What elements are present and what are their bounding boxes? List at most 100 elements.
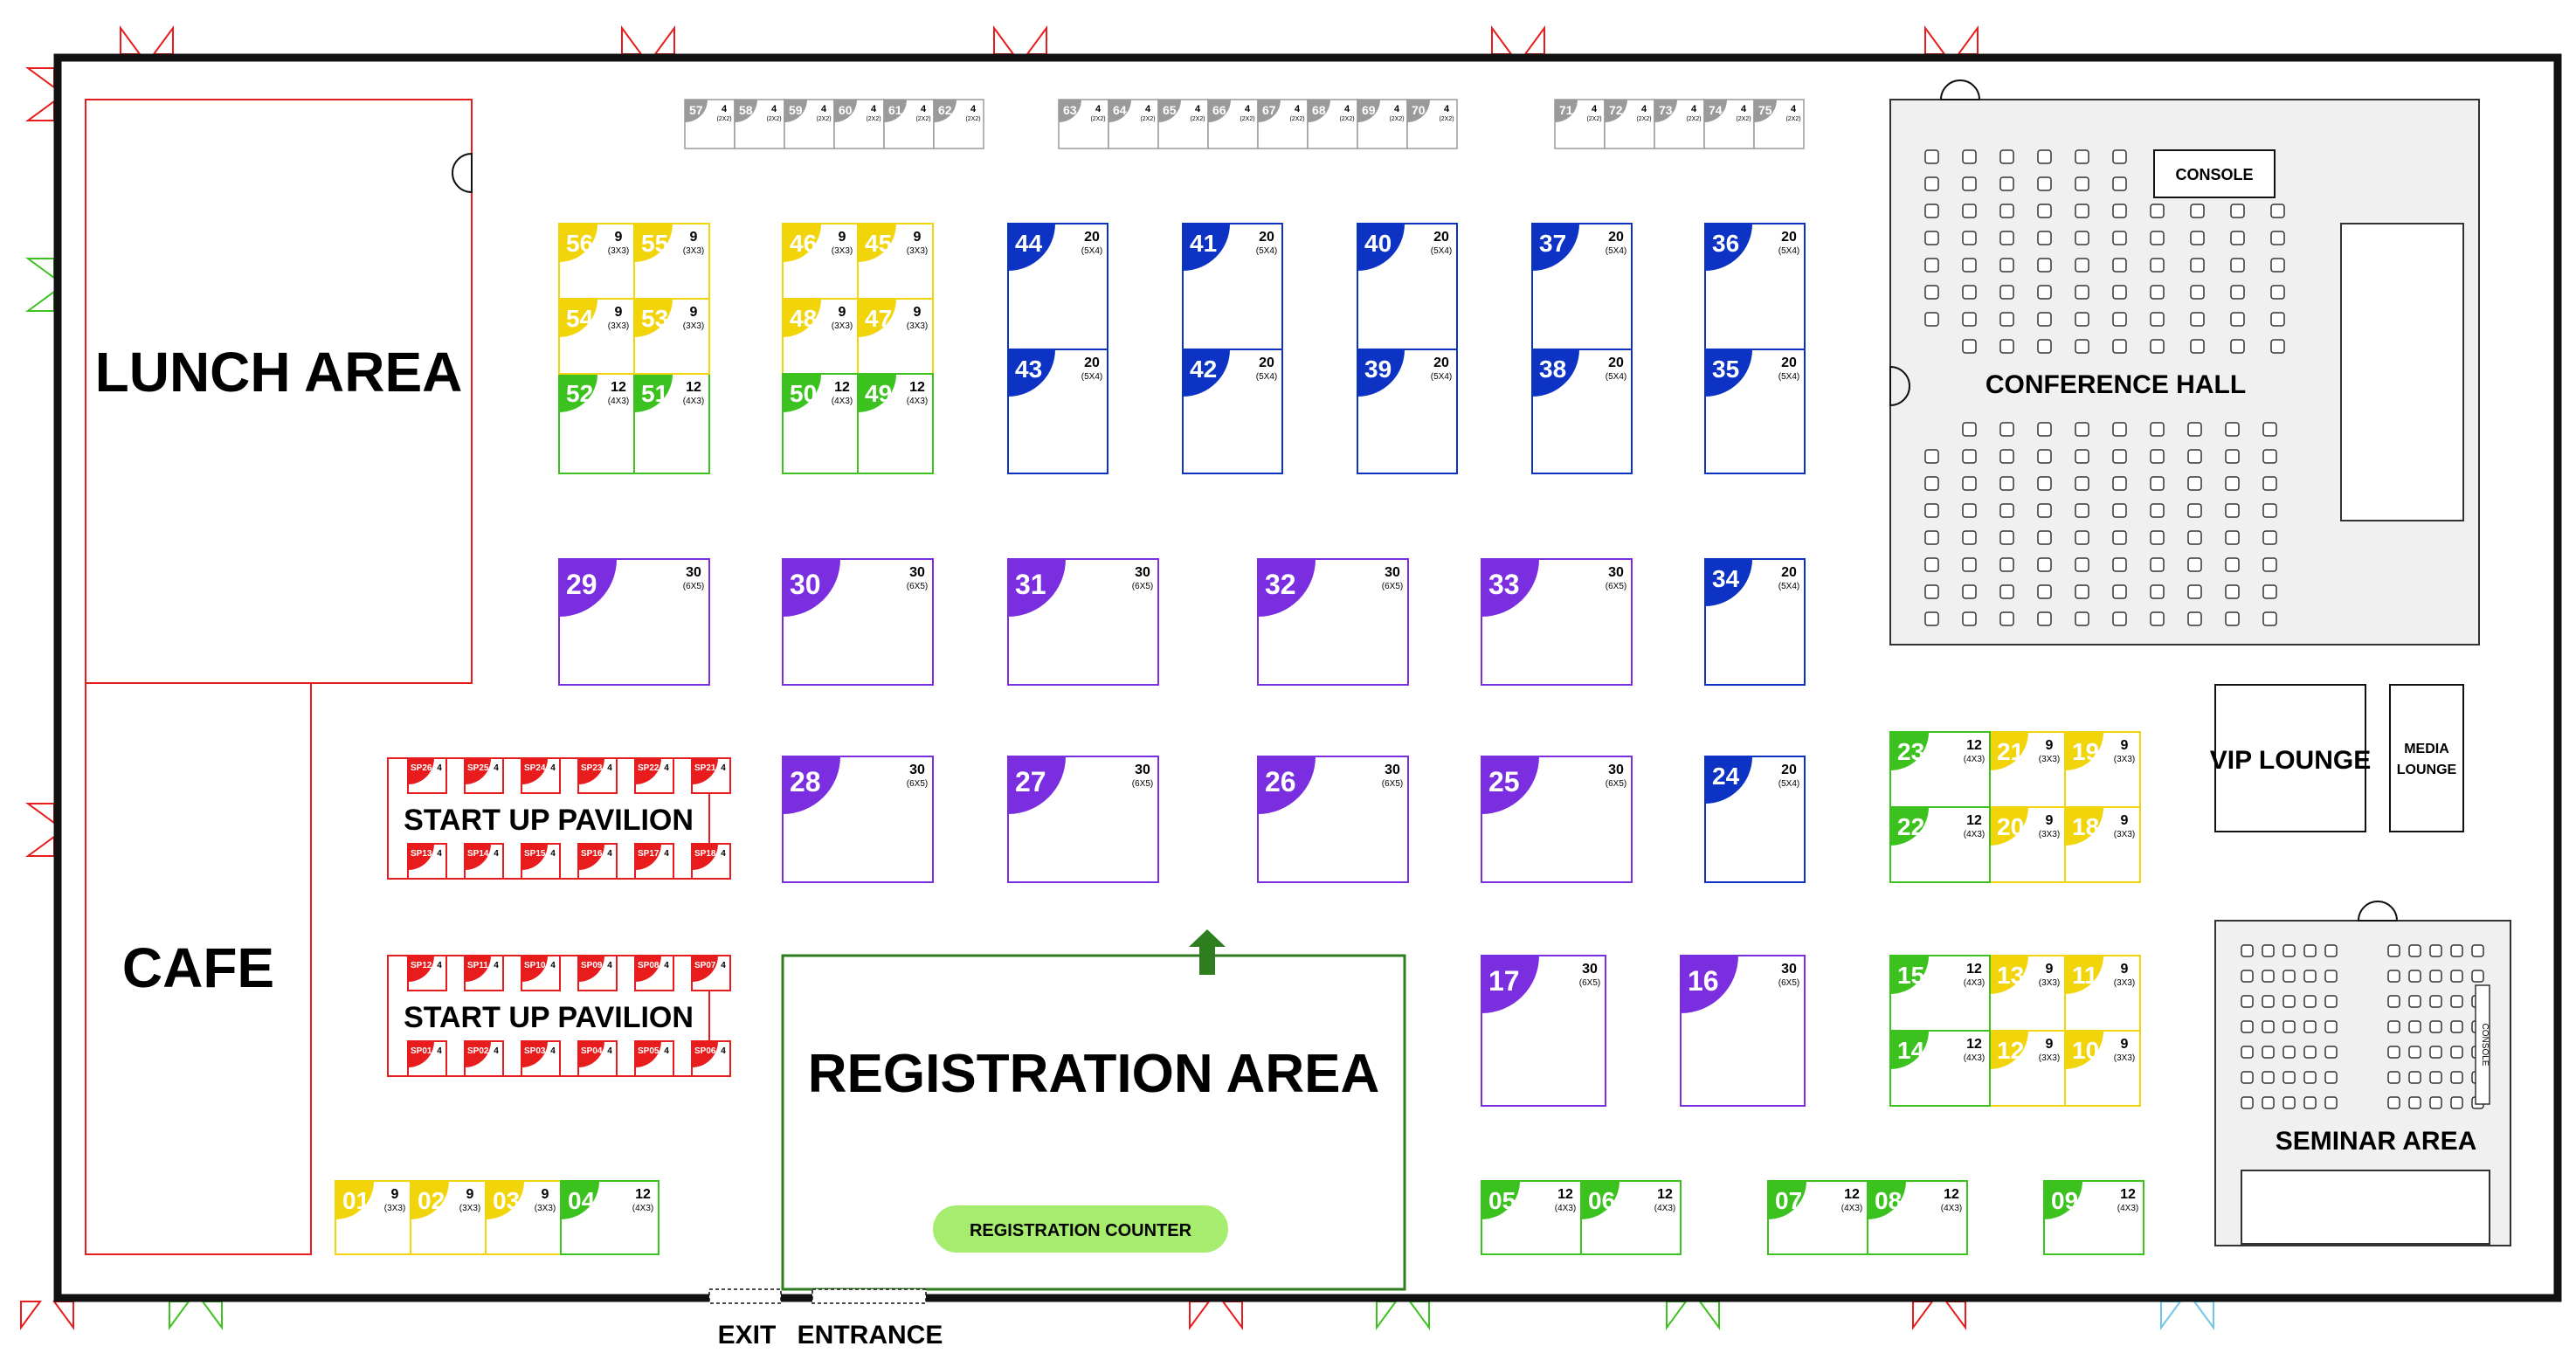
- booth-23[interactable]: 23 12 (4X3): [1889, 731, 1991, 808]
- registration-counter[interactable]: [933, 1205, 1228, 1253]
- booth-53[interactable]: 53 9(3X3): [633, 298, 710, 375]
- startup-booth-sp15[interactable]: SP15 4: [521, 843, 561, 880]
- booth-43[interactable]: 43 20 (5X4): [1007, 349, 1108, 474]
- booth-08[interactable]: 08 12 (4X3): [1867, 1180, 1968, 1255]
- booth-06[interactable]: 06 12 (4X3): [1580, 1180, 1682, 1255]
- booth-01[interactable]: 01 9 (3X3): [335, 1180, 411, 1255]
- booth-33[interactable]: 33 30 (6X5): [1481, 558, 1633, 686]
- startup-booth-sp11[interactable]: SP11 4: [464, 955, 504, 991]
- booth-52[interactable]: 52 12 (4X3): [558, 373, 635, 474]
- booth-49[interactable]: 49 12 (4X3): [857, 373, 934, 474]
- startup-booth-sp06[interactable]: SP06 4: [691, 1040, 731, 1077]
- booth-70[interactable]: 70 4 (2X2): [1406, 99, 1458, 149]
- booth-45[interactable]: 45 9(3X3): [857, 223, 934, 300]
- booth-07[interactable]: 07 12 (4X3): [1767, 1180, 1868, 1255]
- booth-55[interactable]: 55 9(3X3): [633, 223, 710, 300]
- exit-gate[interactable]: EXIT: [708, 1288, 782, 1350]
- booth-14[interactable]: 14 12(4X3): [1889, 1030, 1991, 1107]
- booth-22[interactable]: 22 12 (4X3): [1889, 806, 1991, 883]
- booth-57[interactable]: 57 4 (2X2): [684, 99, 736, 149]
- booth-12[interactable]: 12 9(3X3): [1989, 1030, 2066, 1107]
- startup-booth-sp25[interactable]: SP25 4: [464, 757, 504, 794]
- startup-booth-sp10[interactable]: SP10 4: [521, 955, 561, 991]
- booth-62[interactable]: 62 4 (2X2): [933, 99, 984, 149]
- startup-booth-sp24[interactable]: SP24 4: [521, 757, 561, 794]
- startup-booth-sp09[interactable]: SP09 4: [577, 955, 618, 991]
- startup-booth-sp17[interactable]: SP17 4: [634, 843, 674, 880]
- booth-60[interactable]: 60 4 (2X2): [833, 99, 885, 149]
- booth-74[interactable]: 74 4 (2X2): [1703, 99, 1755, 149]
- startup-booth-sp08[interactable]: SP08 4: [634, 955, 674, 991]
- booth-26[interactable]: 26 30 (6X5): [1257, 756, 1409, 883]
- booth-31[interactable]: 31 30 (6X5): [1007, 558, 1159, 686]
- booth-50[interactable]: 50 12 (4X3): [782, 373, 859, 474]
- booth-21[interactable]: 21 9 (3X3): [1989, 731, 2066, 808]
- booth-36[interactable]: 36 20(5X4): [1704, 223, 1806, 350]
- booth-61[interactable]: 61 4 (2X2): [883, 99, 935, 149]
- booth-47[interactable]: 47 9(3X3): [857, 298, 934, 375]
- booth-54[interactable]: 54 9(3X3): [558, 298, 635, 375]
- booth-72[interactable]: 72 4 (2X2): [1604, 99, 1655, 149]
- booth-66[interactable]: 66 4 (2X2): [1207, 99, 1259, 149]
- booth-24[interactable]: 24 20 (5X4): [1704, 756, 1806, 883]
- booth-15[interactable]: 15 12(4X3): [1889, 955, 1991, 1032]
- booth-17[interactable]: 17 30(6X5): [1481, 955, 1606, 1107]
- booth-16[interactable]: 16 30(6X5): [1680, 955, 1806, 1107]
- startup-booth-sp01[interactable]: SP01 4: [407, 1040, 447, 1077]
- booth-48[interactable]: 48 9(3X3): [782, 298, 859, 375]
- booth-51[interactable]: 51 12 (4X3): [633, 373, 710, 474]
- booth-29[interactable]: 29 30 (6X5): [558, 558, 710, 686]
- entrance-gate[interactable]: ENTRANCE: [798, 1288, 943, 1350]
- booth-05[interactable]: 05 12 (4X3): [1481, 1180, 1582, 1255]
- startup-booth-sp23[interactable]: SP23 4: [577, 757, 618, 794]
- booth-10[interactable]: 10 9(3X3): [2064, 1030, 2141, 1107]
- startup-booth-sp26[interactable]: SP26 4: [407, 757, 447, 794]
- booth-35[interactable]: 35 20 (5X4): [1704, 349, 1806, 474]
- booth-44[interactable]: 44 20(5X4): [1007, 223, 1108, 350]
- booth-34[interactable]: 34 20 (5X4): [1704, 558, 1806, 686]
- booth-32[interactable]: 32 30 (6X5): [1257, 558, 1409, 686]
- booth-18[interactable]: 18 9 (3X3): [2064, 806, 2141, 883]
- booth-37[interactable]: 37 20(5X4): [1531, 223, 1633, 350]
- startup-booth-sp22[interactable]: SP22 4: [634, 757, 674, 794]
- booth-09[interactable]: 09 12 (4X3): [2043, 1180, 2144, 1255]
- booth-41[interactable]: 41 20(5X4): [1182, 223, 1283, 350]
- startup-booth-sp16[interactable]: SP16 4: [577, 843, 618, 880]
- booth-71[interactable]: 71 4 (2X2): [1554, 99, 1606, 149]
- booth-40[interactable]: 40 20(5X4): [1357, 223, 1458, 350]
- booth-64[interactable]: 64 4 (2X2): [1108, 99, 1159, 149]
- startup-booth-sp18[interactable]: SP18 4: [691, 843, 731, 880]
- startup-booth-sp21[interactable]: SP21 4: [691, 757, 731, 794]
- booth-59[interactable]: 59 4 (2X2): [784, 99, 835, 149]
- booth-28[interactable]: 28 30 (6X5): [782, 756, 934, 883]
- booth-04[interactable]: 04 12 (4X3): [560, 1180, 660, 1255]
- startup-booth-sp02[interactable]: SP02 4: [464, 1040, 504, 1077]
- booth-58[interactable]: 58 4 (2X2): [734, 99, 785, 149]
- booth-67[interactable]: 67 4 (2X2): [1257, 99, 1309, 149]
- booth-38[interactable]: 38 20 (5X4): [1531, 349, 1633, 474]
- booth-13[interactable]: 13 9(3X3): [1989, 955, 2066, 1032]
- booth-11[interactable]: 11 9(3X3): [2064, 955, 2141, 1032]
- booth-25[interactable]: 25 30 (6X5): [1481, 756, 1633, 883]
- booth-27[interactable]: 27 30 (6X5): [1007, 756, 1159, 883]
- booth-19[interactable]: 19 9 (3X3): [2064, 731, 2141, 808]
- booth-63[interactable]: 63 4 (2X2): [1058, 99, 1109, 149]
- booth-39[interactable]: 39 20 (5X4): [1357, 349, 1458, 474]
- startup-booth-sp04[interactable]: SP04 4: [577, 1040, 618, 1077]
- booth-68[interactable]: 68 4 (2X2): [1307, 99, 1358, 149]
- startup-booth-sp12[interactable]: SP12 4: [407, 955, 447, 991]
- booth-20[interactable]: 20 9 (3X3): [1989, 806, 2066, 883]
- booth-73[interactable]: 73 4 (2X2): [1654, 99, 1705, 149]
- booth-65[interactable]: 65 4 (2X2): [1157, 99, 1209, 149]
- startup-booth-sp07[interactable]: SP07 4: [691, 955, 731, 991]
- booth-03[interactable]: 03 9 (3X3): [485, 1180, 562, 1255]
- booth-69[interactable]: 69 4 (2X2): [1357, 99, 1408, 149]
- startup-booth-sp03[interactable]: SP03 4: [521, 1040, 561, 1077]
- booth-02[interactable]: 02 9 (3X3): [410, 1180, 487, 1255]
- startup-booth-sp05[interactable]: SP05 4: [634, 1040, 674, 1077]
- booth-46[interactable]: 46 9(3X3): [782, 223, 859, 300]
- startup-booth-sp14[interactable]: SP14 4: [464, 843, 504, 880]
- booth-56[interactable]: 56 9(3X3): [558, 223, 635, 300]
- booth-30[interactable]: 30 30 (6X5): [782, 558, 934, 686]
- startup-booth-sp13[interactable]: SP13 4: [407, 843, 447, 880]
